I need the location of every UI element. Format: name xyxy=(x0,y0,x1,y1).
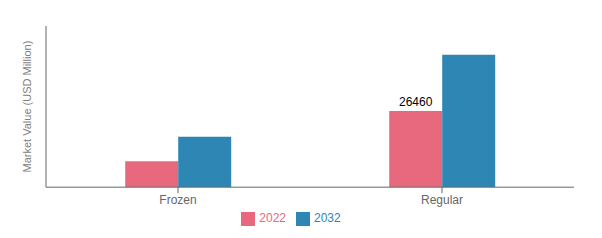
svg-text:Frozen: Frozen xyxy=(159,193,196,207)
svg-text:Market Value (USD Million): Market Value (USD Million) xyxy=(21,41,33,173)
svg-text:26460: 26460 xyxy=(399,95,433,109)
html-text:2032: 2032 xyxy=(314,211,341,226)
html-text:2022: 2022 xyxy=(259,211,286,226)
svg-text:Regular: Regular xyxy=(421,193,463,207)
